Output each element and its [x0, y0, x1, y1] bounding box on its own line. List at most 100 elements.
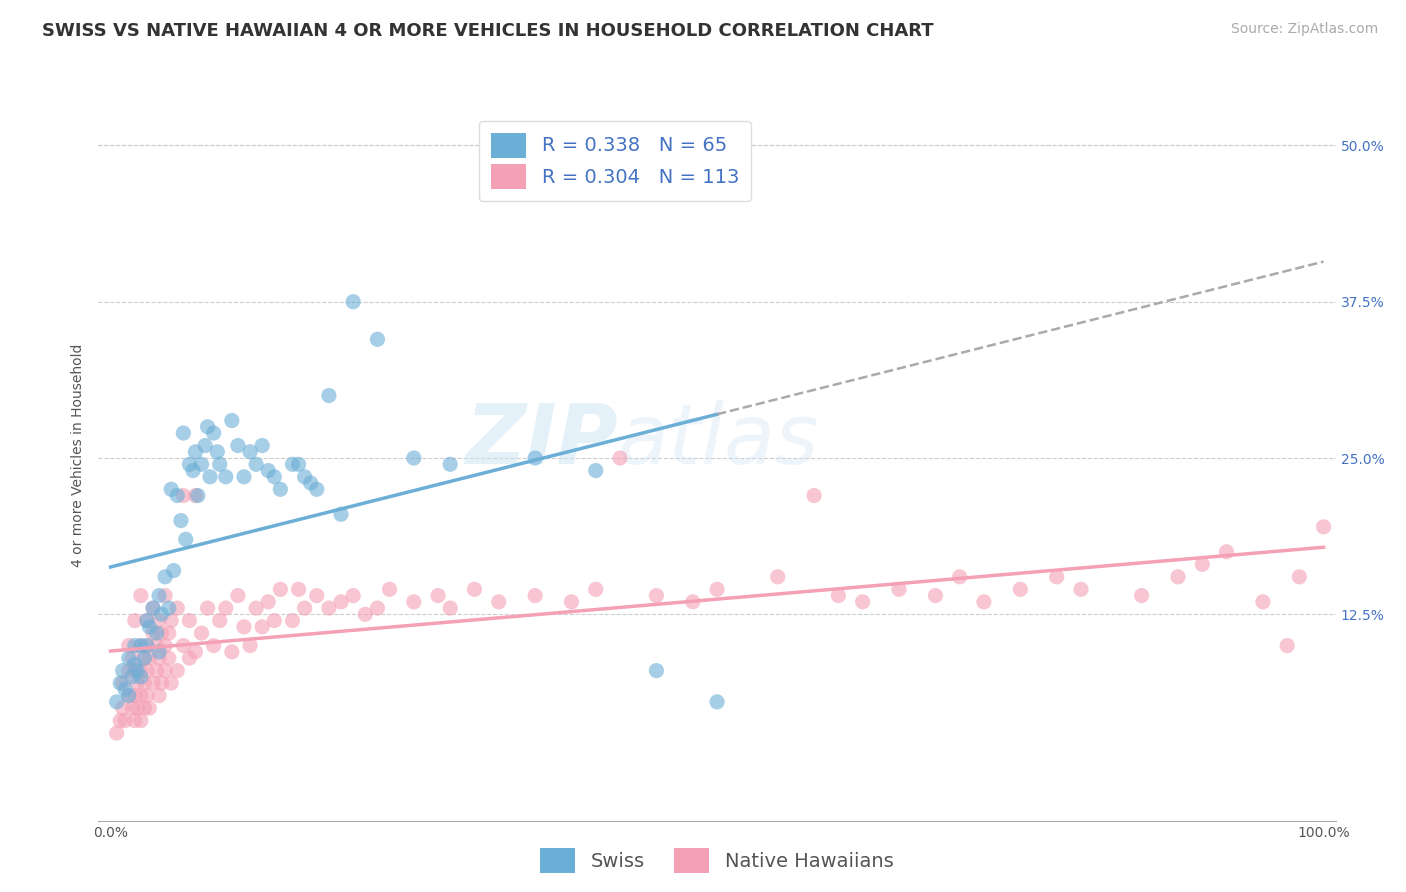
Point: [226, 589, 249, 603]
Point: [136, 689, 159, 703]
Point: [305, 483, 328, 497]
Point: [1312, 520, 1334, 534]
Point: [129, 589, 152, 603]
Point: [150, 626, 173, 640]
Point: [1010, 582, 1032, 597]
Point: [184, 489, 207, 503]
Point: [202, 425, 225, 440]
Point: [233, 620, 256, 634]
Point: [187, 489, 209, 503]
Point: [257, 464, 280, 478]
Point: [427, 589, 450, 603]
Point: [124, 639, 146, 653]
Point: [354, 607, 377, 622]
Point: [208, 614, 231, 628]
Point: [136, 639, 159, 653]
Point: [207, 444, 229, 458]
Point: [118, 689, 141, 703]
Point: [114, 714, 136, 728]
Point: [294, 470, 316, 484]
Point: [949, 570, 972, 584]
Point: [318, 601, 340, 615]
Point: [127, 664, 149, 678]
Point: [129, 689, 152, 703]
Point: [134, 701, 156, 715]
Point: [287, 458, 309, 472]
Point: [366, 332, 388, 346]
Point: [239, 444, 262, 458]
Point: [179, 614, 201, 628]
Point: [245, 601, 267, 615]
Point: [366, 601, 388, 615]
Point: [190, 626, 212, 640]
Point: [645, 589, 668, 603]
Point: [148, 645, 170, 659]
Point: [129, 639, 152, 653]
Point: [157, 626, 180, 640]
Point: [281, 614, 304, 628]
Point: [170, 514, 193, 528]
Point: [609, 451, 631, 466]
Point: [157, 651, 180, 665]
Point: [172, 489, 194, 503]
Point: [330, 595, 353, 609]
Point: [197, 601, 219, 615]
Point: [148, 689, 170, 703]
Point: [142, 601, 165, 615]
Point: [160, 676, 183, 690]
Point: [1070, 582, 1092, 597]
Point: [585, 464, 607, 478]
Point: [269, 582, 291, 597]
Text: Source: ZipAtlas.com: Source: ZipAtlas.com: [1230, 22, 1378, 37]
Point: [118, 651, 141, 665]
Point: [129, 670, 152, 684]
Point: [166, 664, 188, 678]
Legend: Swiss, Native Hawaiians: Swiss, Native Hawaiians: [533, 840, 901, 880]
Point: [342, 589, 364, 603]
Point: [118, 689, 141, 703]
Point: [181, 464, 204, 478]
Point: [233, 470, 256, 484]
Point: [129, 714, 152, 728]
Point: [172, 425, 194, 440]
Point: [148, 614, 170, 628]
Point: [136, 614, 159, 628]
Point: [145, 639, 167, 653]
Point: [150, 676, 173, 690]
Point: [138, 620, 160, 634]
Point: [118, 639, 141, 653]
Point: [127, 701, 149, 715]
Point: [287, 582, 309, 597]
Point: [142, 626, 165, 640]
Point: [221, 645, 243, 659]
Point: [1191, 558, 1213, 572]
Point: [114, 682, 136, 697]
Point: [299, 476, 322, 491]
Point: [124, 664, 146, 678]
Point: [121, 651, 143, 665]
Point: [179, 458, 201, 472]
Point: [121, 670, 143, 684]
Point: [250, 438, 273, 452]
Point: [127, 676, 149, 690]
Point: [194, 438, 217, 452]
Point: [134, 651, 156, 665]
Point: [129, 664, 152, 678]
Point: [166, 489, 188, 503]
Point: [184, 645, 207, 659]
Point: [142, 676, 165, 690]
Point: [138, 701, 160, 715]
Point: [887, 582, 910, 597]
Point: [221, 413, 243, 427]
Text: SWISS VS NATIVE HAWAIIAN 4 OR MORE VEHICLES IN HOUSEHOLD CORRELATION CHART: SWISS VS NATIVE HAWAIIAN 4 OR MORE VEHIC…: [42, 22, 934, 40]
Point: [439, 458, 461, 472]
Point: [111, 676, 134, 690]
Point: [226, 438, 249, 452]
Point: [488, 595, 510, 609]
Point: [803, 489, 825, 503]
Point: [766, 570, 789, 584]
Text: ZIP: ZIP: [465, 400, 619, 481]
Point: [378, 582, 401, 597]
Point: [402, 595, 425, 609]
Point: [852, 595, 875, 609]
